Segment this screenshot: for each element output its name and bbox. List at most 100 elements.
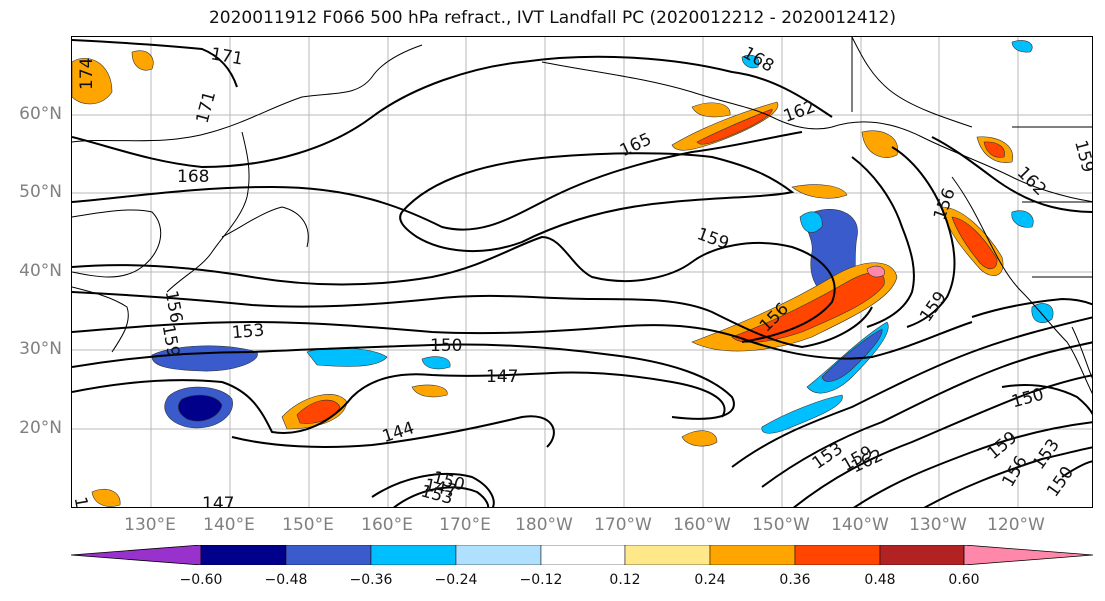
- contour-label-171-b: 171: [193, 89, 221, 126]
- neg-patch-central-28n: [306, 347, 388, 367]
- colorbar-tick: −0.36: [349, 572, 393, 588]
- contour-bc-156: [891, 146, 956, 328]
- lon-label-160e: 160°E: [361, 515, 413, 535]
- map-canvas: 171 174 171 168 168 165 162 159 162 159 …: [72, 37, 1093, 508]
- pos-patch-alaska-52n-core: [983, 141, 1005, 158]
- lon-label-160w: 160°W: [673, 515, 731, 535]
- lat-label-30n: 30°N: [19, 339, 62, 359]
- lon-label-120w: 120°W: [987, 515, 1045, 535]
- map-panel: 171 174 171 168 168 165 162 159 162 159 …: [71, 36, 1093, 508]
- pos-patch-sw-10n: [91, 488, 121, 507]
- colorbar-bin-8: [794, 545, 881, 565]
- contour-ridge-east: [731, 316, 1092, 468]
- contour-label-156-c: 156: [161, 289, 186, 324]
- contour-label-156-d: 156: [998, 453, 1032, 491]
- colorbar-bin-2: [285, 545, 372, 565]
- neg-patch-north-64n: [741, 54, 760, 69]
- contour-label-group: 171 174 171 168 168 165 162 159 162 159 …: [72, 43, 1093, 508]
- pos-patch-bc-coast-48n-core: [951, 216, 998, 270]
- neg-patch-east-44n-edge: [799, 211, 823, 233]
- lon-label-150w: 150°W: [752, 515, 810, 535]
- contour-147: [72, 371, 726, 434]
- contour-bc-159: [851, 156, 915, 328]
- contour-label-144: 144: [380, 418, 417, 447]
- contour-label-150-e: 150: [72, 495, 95, 508]
- neg-patch-east-22n: [761, 394, 843, 434]
- colorbar-bin-9: [879, 545, 965, 565]
- lon-label-140w: 140°W: [831, 515, 889, 535]
- contour-ridge-east-5: [923, 446, 1092, 507]
- colorbar-tick: 0.48: [864, 572, 896, 588]
- contour-label-153-a: 153: [231, 321, 265, 344]
- contour-label-153-c: 153: [809, 439, 847, 474]
- pos-patch-north-64n: [72, 57, 113, 105]
- colorbar-extend-low: [71, 545, 202, 565]
- neg-patch-north-66n: [1011, 40, 1033, 53]
- pos-patch-ne-pacific-35n-core: [731, 272, 885, 343]
- pos-patch-ne-pacific-35n-max: [866, 265, 885, 278]
- pos-patch-tropic-15n: [681, 430, 718, 447]
- lon-label-170e: 170°E: [439, 515, 491, 535]
- contour-156: [72, 291, 873, 349]
- contour-171-west: [72, 39, 238, 88]
- pos-patch-north-65n: [131, 50, 154, 71]
- contour-159: [72, 235, 836, 343]
- coastlines: [72, 37, 1092, 395]
- contour-label-159-b: 159: [694, 224, 731, 254]
- colorbar-bin-5: [540, 545, 626, 565]
- neg-patch-west-20n-core: [178, 394, 223, 422]
- contour-label-147-a: 147: [486, 367, 518, 387]
- contour-150: [72, 343, 735, 420]
- pos-patch-aleutian-57n-core: [696, 108, 773, 145]
- neg-patch-east-32n-core: [821, 328, 883, 382]
- contour-label-174: 174: [77, 58, 97, 90]
- colorbar-tick: −0.24: [434, 572, 478, 588]
- lat-label-40n: 40°N: [19, 261, 62, 281]
- lat-label-20n: 20°N: [19, 418, 62, 438]
- contour-label-165: 165: [617, 129, 655, 161]
- lon-label-130e: 130°E: [124, 515, 176, 535]
- contour-label-147-b: 147: [202, 494, 234, 508]
- lat-label-60n: 60°N: [19, 104, 62, 124]
- colorbar-tick: −0.60: [179, 572, 223, 588]
- height-contours: [72, 39, 1092, 507]
- lon-label-130w: 130°W: [909, 515, 967, 535]
- colorbar-tick: 0.36: [779, 572, 811, 588]
- contour-153: [72, 320, 973, 360]
- contour-label-150-d: 150: [1009, 385, 1046, 413]
- neg-patch-central-25n: [421, 356, 451, 370]
- map-title: 2020011912 F066 500 hPa refract., IVT La…: [208, 8, 896, 28]
- lon-label-150e: 150°E: [282, 515, 334, 535]
- contour-label-159-a: 159: [1070, 138, 1093, 175]
- contour-ridge-east-2: [761, 341, 1092, 488]
- lon-label-170w: 170°W: [594, 515, 652, 535]
- neg-patch-ne-47n: [1011, 210, 1034, 228]
- pos-patch-aleutian-57n: [671, 101, 779, 151]
- ivt-shading: [72, 40, 1054, 507]
- contour-label-150-a: 150: [430, 336, 462, 356]
- colorbar-tick: −0.12: [519, 572, 563, 588]
- contour-label-171-a: 171: [209, 44, 244, 69]
- colorbar-bin-1: [200, 545, 287, 565]
- contour-144: [231, 415, 555, 448]
- contour-label-168-b: 168: [739, 43, 777, 77]
- pos-patch-gulf-alaska-54n: [861, 130, 899, 158]
- colorbar-bin-4: [455, 545, 542, 565]
- contour-east-150: [1001, 384, 1092, 416]
- contour-147-south: [371, 472, 495, 507]
- colorbar-bin-3: [370, 545, 457, 565]
- contour-ridge-east-4: [853, 421, 1092, 507]
- contour-168-north: [72, 55, 833, 169]
- contour-far-east-147: [1061, 460, 1092, 478]
- contour-165: [72, 131, 803, 231]
- pos-patch-central-27n: [411, 384, 448, 398]
- contour-ridge-east-3: [792, 374, 1092, 507]
- colorbar-extend-high: [963, 545, 1093, 565]
- colorbar-bin-7: [709, 545, 796, 565]
- colorbar-bin-6: [624, 545, 711, 565]
- contour-se-alaska-162: [931, 136, 1092, 213]
- lon-label-140e: 140°E: [203, 515, 255, 535]
- pos-patch-aleutian-52n: [791, 184, 848, 199]
- contour-east-153: [971, 297, 1092, 318]
- colorbar-tick: 0.60: [948, 572, 980, 588]
